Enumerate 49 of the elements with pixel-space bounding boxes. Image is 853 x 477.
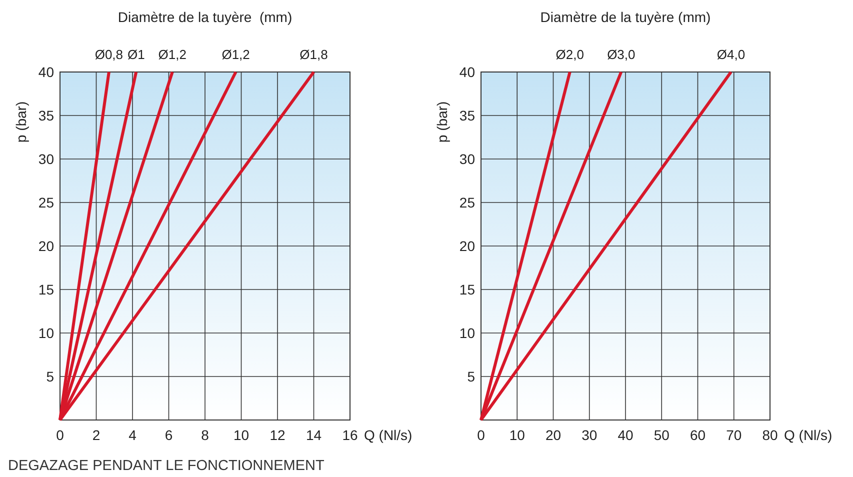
x-tick-label: 0 <box>477 427 486 443</box>
series-label: Ø4,0 <box>716 47 746 62</box>
x-tick-label: 12 <box>270 427 286 443</box>
series-label: Ø3,0 <box>607 47 636 62</box>
x-tick-label: 50 <box>654 427 670 443</box>
y-tick-label: 40 <box>459 64 476 80</box>
y-tick-label: 5 <box>46 368 54 384</box>
series-label: Ø2,0 <box>556 47 584 62</box>
y-tick-label: 10 <box>38 325 54 341</box>
y-tick-label: 20 <box>459 238 476 254</box>
y-tick-label: 25 <box>459 194 476 210</box>
y-tick-label: 15 <box>459 282 476 298</box>
x-tick-label: 2 <box>92 427 100 443</box>
y-tick-label: 30 <box>459 151 476 167</box>
series-label: Ø1,8 <box>300 47 328 62</box>
x-tick-label: 10 <box>233 427 250 443</box>
y-tick-label: 30 <box>38 151 54 167</box>
x-tick-label: 80 <box>762 427 778 443</box>
series-label: Ø0,8 <box>94 47 124 62</box>
x-tick-label: 0 <box>56 427 64 443</box>
x-tick-label: 16 <box>342 427 358 443</box>
y-axis-title: p (bar) <box>434 101 450 143</box>
y-tick-label: 25 <box>38 194 54 210</box>
y-tick-label: 10 <box>459 325 476 341</box>
chart-title: Diamètre de la tuyère (mm) <box>540 9 711 25</box>
y-tick-label: 35 <box>459 108 476 124</box>
y-tick-label: 35 <box>38 108 54 124</box>
y-axis-title: p (bar) <box>13 101 29 143</box>
y-tick-label: 40 <box>38 64 54 80</box>
x-tick-label: 10 <box>509 427 526 443</box>
x-tick-label: 6 <box>164 427 173 443</box>
text: DEGAZAGE PENDANT LE FONCTIONNEMENT <box>8 458 324 474</box>
y-tick-label: 20 <box>38 238 54 254</box>
series-label: Ø1 <box>127 47 145 62</box>
y-tick-label: 15 <box>38 282 54 298</box>
x-tick-label: 8 <box>201 427 210 443</box>
chart-title: Diamètre de la tuyère (mm) <box>118 9 292 25</box>
x-tick-label: 40 <box>618 427 634 443</box>
x-axis-title: Q (Nl/s) <box>364 427 412 443</box>
series-label: Ø1,2 <box>158 47 186 62</box>
y-tick-label: 5 <box>467 368 476 384</box>
x-tick-label: 20 <box>545 427 562 443</box>
x-axis-title: Q (Nl/s) <box>784 427 832 443</box>
x-tick-label: 4 <box>128 427 137 443</box>
x-tick-label: 30 <box>582 427 598 443</box>
series-label: Ø1,2 <box>222 47 250 62</box>
x-tick-label: 70 <box>726 427 742 443</box>
x-tick-label: 14 <box>306 427 322 443</box>
x-tick-label: 60 <box>690 427 706 443</box>
